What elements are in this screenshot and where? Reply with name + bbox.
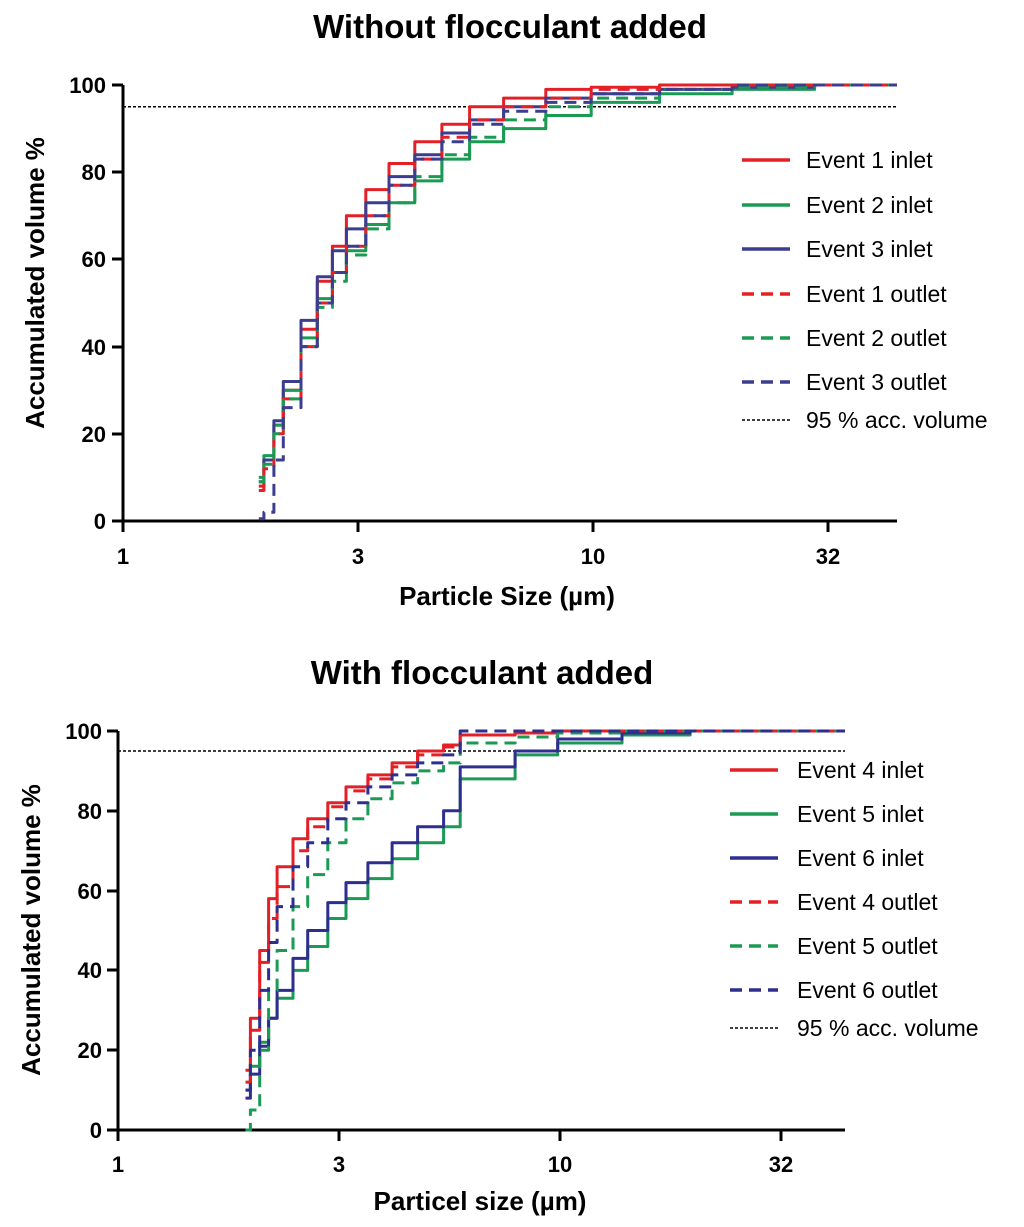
series-line-event-1-inlet (258, 83, 897, 488)
legend: Event 1 inlet Event 2 inlet Event 3 inle… (742, 147, 988, 433)
x-tick-label: 3 (333, 1152, 345, 1177)
y-axis-label: Accumulated volume % (16, 784, 46, 1076)
legend-label-event-3-inlet: Event 3 inlet (806, 236, 933, 262)
legend: Event 4 inlet Event 5 inlet Event 6 inle… (730, 757, 979, 1041)
legend-label-event-2-outlet: Event 2 outlet (806, 325, 947, 351)
chart-title: Without flocculant added (313, 8, 707, 45)
y-tick-label: 60 (78, 879, 102, 904)
x-axis-label: Particel size (µm) (374, 1186, 587, 1216)
series-line-event-5-outlet (245, 729, 845, 1132)
y-tick-label: 0 (94, 509, 106, 534)
y-tick-label: 20 (78, 1038, 102, 1063)
plot-area (118, 729, 845, 1132)
series-line-event-4-outlet (245, 729, 845, 1084)
series-line-event-6-inlet (245, 729, 845, 1100)
legend-label-event-1-inlet: Event 1 inlet (806, 147, 933, 173)
series-line-event-1-outlet (258, 83, 897, 492)
series-line-event-3-inlet (258, 83, 897, 484)
x-ticks: 1 3 10 32 (117, 521, 840, 569)
legend-label-95-percent: 95 % acc. volume (806, 407, 988, 433)
legend-label-event-3-outlet: Event 3 outlet (806, 369, 947, 395)
x-tick-label: 10 (548, 1152, 572, 1177)
legend-label-event-1-outlet: Event 1 outlet (806, 281, 947, 307)
x-tick-label: 32 (769, 1152, 793, 1177)
plot-area (123, 83, 897, 521)
series-line-event-2-outlet (258, 83, 897, 484)
x-axis-label: Particle Size (µm) (399, 581, 615, 611)
y-tick-label: 80 (78, 799, 102, 824)
legend-label-event-6-inlet: Event 6 inlet (797, 845, 924, 871)
chart-without-flocculant: Without flocculant added Accumulated vol… (20, 8, 988, 611)
chart-with-flocculant: With flocculant added Accumulated volume… (16, 654, 979, 1216)
y-tick-label: 100 (69, 73, 106, 98)
y-axis-label: Accumulated volume % (20, 137, 50, 429)
legend-label-event-5-outlet: Event 5 outlet (797, 933, 938, 959)
y-ticks: 0 20 40 60 80 100 (65, 719, 118, 1143)
y-tick-label: 40 (82, 335, 106, 360)
legend-label-event-4-inlet: Event 4 inlet (797, 757, 924, 783)
x-tick-label: 32 (816, 544, 840, 569)
x-tick-label: 1 (117, 544, 129, 569)
y-tick-label: 100 (65, 719, 102, 744)
series-line-event-6-outlet (245, 729, 845, 1092)
legend-label-95-percent: 95 % acc. volume (797, 1015, 979, 1041)
y-ticks: 0 20 40 60 80 100 (69, 73, 123, 534)
x-tick-label: 10 (581, 544, 605, 569)
series-line-event-5-inlet (245, 729, 845, 1092)
legend-label-event-2-inlet: Event 2 inlet (806, 192, 933, 218)
x-ticks: 1 3 10 32 (112, 1130, 793, 1177)
chart-title: With flocculant added (311, 654, 654, 691)
y-tick-label: 20 (82, 422, 106, 447)
y-tick-label: 40 (78, 958, 102, 983)
legend-label-event-6-outlet: Event 6 outlet (797, 977, 938, 1003)
y-tick-label: 60 (82, 247, 106, 272)
x-tick-label: 3 (352, 544, 364, 569)
series-line-event-3-outlet (258, 83, 897, 521)
legend-label-event-5-inlet: Event 5 inlet (797, 801, 924, 827)
y-tick-label: 0 (90, 1118, 102, 1143)
x-tick-label: 1 (112, 1152, 124, 1177)
legend-label-event-4-outlet: Event 4 outlet (797, 889, 938, 915)
series-line-event-2-inlet (258, 83, 897, 479)
y-tick-label: 80 (82, 160, 106, 185)
